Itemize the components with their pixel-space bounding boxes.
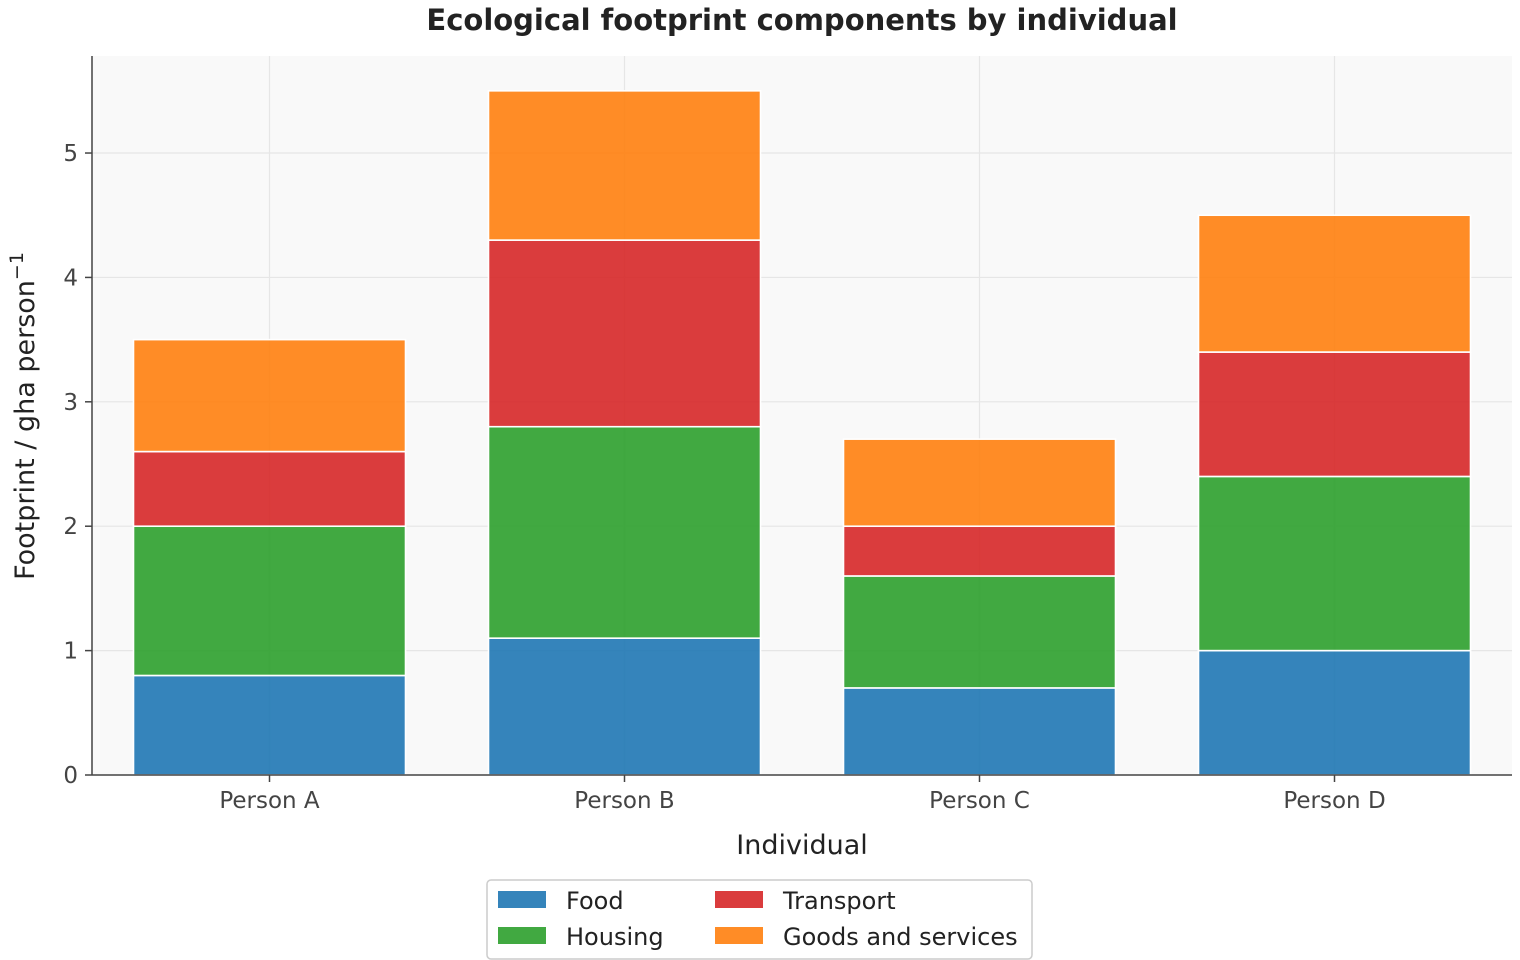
y-tick-label: 4: [63, 265, 78, 291]
legend: Food Housing Transport Goods and services: [486, 879, 1033, 960]
chart-title: Ecological footprint components by indiv…: [426, 3, 1177, 37]
bar-segment-food: [1197, 649, 1472, 776]
bar-segment-food: [132, 674, 407, 776]
bar-segment-transport: [842, 525, 1117, 577]
legend-label: Goods and services: [783, 923, 1018, 951]
bar-segment-housing: [1197, 475, 1472, 652]
bar-segment-transport: [1197, 351, 1472, 478]
x-tick-label: Person A: [219, 788, 320, 814]
x-tick-label: Person D: [1283, 788, 1385, 814]
legend-label: Transport: [782, 887, 896, 915]
legend-items: Food Housing Transport Goods and services: [498, 887, 1018, 951]
y-axis-label-sup: −1: [6, 252, 28, 280]
bar-segment-food: [487, 637, 762, 776]
x-tick-label: Person B: [574, 788, 674, 814]
y-axis-label-main: Footprint / gha person: [10, 280, 41, 580]
y-tick-label: 3: [63, 390, 78, 416]
x-ticks: Person A Person B Person C Person D: [219, 775, 1386, 814]
y-tick-label: 2: [63, 514, 78, 540]
bar-segment-housing: [487, 425, 762, 639]
bar-segment-goods-and-services: [132, 338, 407, 453]
legend-swatch: [715, 927, 763, 944]
legend-label: Housing: [566, 923, 664, 951]
x-tick-label: Person C: [929, 788, 1030, 814]
bar-segment-transport: [132, 450, 407, 528]
bars: [132, 90, 1472, 776]
y-ticks: 0 1 2 3 4 5: [63, 141, 92, 789]
bar-segment-goods-and-services: [842, 438, 1117, 528]
bar-segment-transport: [487, 239, 762, 428]
bar-segment-goods-and-services: [1197, 214, 1472, 353]
legend-swatch: [498, 927, 546, 944]
legend-swatch: [498, 891, 546, 908]
x-axis-label: Individual: [736, 830, 868, 861]
bar-segment-housing: [132, 525, 407, 677]
bar-segment-housing: [842, 575, 1117, 689]
legend-label: Food: [566, 887, 624, 915]
y-tick-label: 5: [63, 141, 78, 167]
y-tick-label: 1: [63, 639, 78, 665]
legend-swatch: [715, 891, 763, 908]
bar-segment-food: [842, 687, 1117, 776]
y-tick-label: 0: [63, 763, 78, 789]
bar-segment-goods-and-services: [487, 90, 762, 241]
y-axis-label: Footprint / gha person−1: [6, 252, 41, 580]
legend-frame: [486, 879, 1033, 960]
